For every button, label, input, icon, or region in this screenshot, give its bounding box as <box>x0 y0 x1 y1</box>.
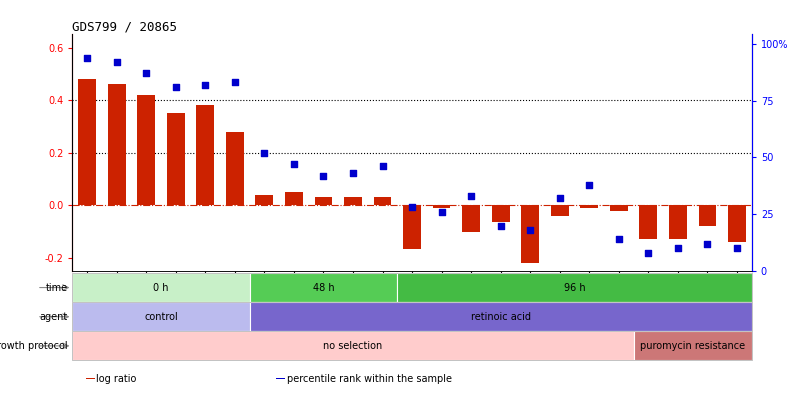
Bar <box>668 205 686 239</box>
Bar <box>86 378 95 379</box>
Bar <box>249 273 397 302</box>
Point <box>140 70 153 77</box>
Bar <box>698 205 715 226</box>
Point <box>641 249 654 256</box>
Point <box>700 241 713 247</box>
Bar <box>633 331 751 360</box>
Bar <box>491 205 509 222</box>
Bar <box>609 205 627 211</box>
Text: agent: agent <box>39 312 67 322</box>
Text: no selection: no selection <box>323 341 382 351</box>
Text: puromycin resistance: puromycin resistance <box>639 341 744 351</box>
Point <box>228 79 241 86</box>
Bar <box>108 84 125 205</box>
Point <box>258 149 271 156</box>
Bar <box>728 205 745 242</box>
Point <box>405 204 418 211</box>
Point <box>287 161 300 167</box>
Text: 0 h: 0 h <box>153 283 169 292</box>
Bar <box>226 132 243 205</box>
Point <box>376 163 389 170</box>
Point <box>523 227 536 233</box>
Point <box>671 245 683 252</box>
Bar <box>72 331 633 360</box>
Bar <box>520 205 538 263</box>
Point <box>80 54 93 61</box>
Bar <box>72 302 249 331</box>
Bar <box>137 95 155 205</box>
Bar <box>285 192 303 205</box>
Bar <box>276 378 285 379</box>
Bar <box>344 197 361 205</box>
Point <box>612 236 625 243</box>
Point <box>730 245 743 252</box>
Point <box>169 84 182 90</box>
Bar <box>432 205 450 208</box>
Bar <box>255 195 273 205</box>
Text: percentile rank within the sample: percentile rank within the sample <box>287 374 451 384</box>
Point <box>198 81 211 88</box>
Point <box>494 222 507 229</box>
Bar <box>167 113 185 205</box>
Bar <box>550 205 568 216</box>
Text: time: time <box>45 283 67 292</box>
Bar <box>196 105 214 205</box>
Text: 48 h: 48 h <box>312 283 334 292</box>
Point <box>582 181 595 188</box>
Text: growth protocol: growth protocol <box>0 341 67 351</box>
Point <box>434 209 447 215</box>
Text: log ratio: log ratio <box>96 374 137 384</box>
Bar <box>373 197 391 205</box>
Point <box>316 173 329 179</box>
Bar <box>638 205 656 239</box>
Bar <box>314 197 332 205</box>
Point <box>346 170 359 177</box>
Bar <box>397 273 751 302</box>
Point <box>464 193 477 199</box>
Bar <box>78 79 96 205</box>
Bar <box>249 302 751 331</box>
Bar <box>462 205 479 232</box>
Bar <box>402 205 421 249</box>
Point <box>110 59 123 65</box>
Text: 96 h: 96 h <box>563 283 585 292</box>
Bar <box>580 205 597 208</box>
Text: GDS799 / 20865: GDS799 / 20865 <box>72 20 177 33</box>
Text: retinoic acid: retinoic acid <box>470 312 530 322</box>
Text: control: control <box>144 312 177 322</box>
Point <box>552 195 565 202</box>
Bar <box>72 273 249 302</box>
